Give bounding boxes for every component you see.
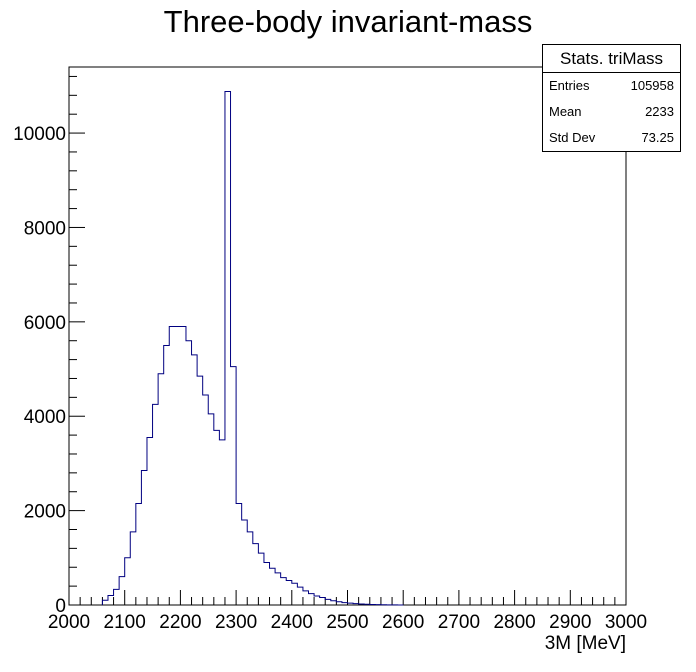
stats-stddev-row: Std Dev 73.25 xyxy=(543,125,680,151)
histogram-bin xyxy=(158,374,164,605)
histogram-bin xyxy=(320,597,326,605)
histogram-bin xyxy=(314,596,320,605)
stats-stddev-label: Std Dev xyxy=(549,130,596,145)
histogram-bin xyxy=(258,553,264,605)
histogram-bins xyxy=(102,92,403,605)
x-axis-ticks xyxy=(68,590,627,605)
stats-entries-value: 105958 xyxy=(630,78,674,93)
y-axis-ticks xyxy=(69,75,85,606)
histogram-bin xyxy=(125,558,131,605)
histogram-bin xyxy=(214,430,220,605)
histogram-series-line xyxy=(101,91,404,606)
x-tick-label: 2400 xyxy=(271,612,313,633)
histogram-bin xyxy=(364,604,370,605)
histogram-bin xyxy=(247,532,253,605)
histogram-bin xyxy=(331,601,337,605)
x-tick-label: 2800 xyxy=(493,612,535,633)
stats-title: Stats. triMass xyxy=(543,45,680,73)
histogram-bin xyxy=(264,563,270,605)
x-tick-label: 2500 xyxy=(326,612,368,633)
stats-mean-value: 2233 xyxy=(645,104,674,119)
x-tick-label: 2300 xyxy=(215,612,257,633)
y-tick-label: 8000 xyxy=(24,218,66,239)
x-tick-label: 2700 xyxy=(438,612,480,633)
stats-box: Stats. triMass Entries 105958 Mean 2233 … xyxy=(542,44,681,152)
histogram-bin xyxy=(336,602,342,605)
y-tick-label: 2000 xyxy=(24,502,66,523)
x-tick-label: 2900 xyxy=(549,612,591,633)
histogram-bin xyxy=(108,596,114,605)
x-tick-label: 2100 xyxy=(104,612,146,633)
histogram-bin xyxy=(136,504,142,605)
x-tick-label: 2600 xyxy=(382,612,424,633)
histogram-bin xyxy=(275,573,281,605)
stats-stddev-value: 73.25 xyxy=(641,130,674,145)
histogram-bin xyxy=(164,345,170,605)
histogram-bin xyxy=(180,327,186,605)
histogram-bin xyxy=(147,437,153,605)
histogram-bin xyxy=(130,532,136,605)
histogram-bin xyxy=(297,587,303,605)
y-tick-label: 10000 xyxy=(13,124,66,145)
histogram-bin xyxy=(253,544,259,605)
histogram-bin xyxy=(208,414,214,605)
histogram-bin xyxy=(281,578,287,605)
histogram-bin xyxy=(286,580,292,605)
chart-title: Three-body invariant-mass xyxy=(164,4,533,39)
histogram-bin xyxy=(353,604,359,605)
y-tick-label: 0 xyxy=(55,596,66,617)
x-axis-label: 3M [MeV] xyxy=(545,633,626,654)
histogram-bin xyxy=(186,341,192,605)
histogram-bin xyxy=(141,471,147,606)
histogram-bin xyxy=(270,568,276,605)
histogram-bin xyxy=(242,520,248,605)
histogram-bin xyxy=(175,327,181,605)
stats-entries-label: Entries xyxy=(549,78,590,93)
histogram-bin xyxy=(119,577,125,605)
histogram-bin xyxy=(197,376,203,605)
histogram-bin xyxy=(325,599,331,605)
x-tick-label: 2200 xyxy=(159,612,201,633)
histogram-bin xyxy=(348,603,354,605)
y-axis-tick-labels: 0 2000 4000 6000 8000 10000 xyxy=(13,124,66,617)
histogram-bin xyxy=(342,603,348,605)
stats-mean-row: Mean 2233 xyxy=(543,99,680,125)
histogram-bin xyxy=(192,355,198,605)
histogram-bin xyxy=(169,327,175,605)
histogram-bin xyxy=(236,504,242,605)
histogram-bin xyxy=(203,395,209,605)
histogram-bin xyxy=(231,367,237,605)
histogram-bin xyxy=(309,594,315,605)
histogram-bin xyxy=(219,440,225,605)
y-tick-label: 4000 xyxy=(24,407,66,428)
stats-entries-row: Entries 105958 xyxy=(543,73,680,99)
histogram-bin xyxy=(225,92,231,605)
histogram-bin xyxy=(303,591,309,605)
histogram-bin xyxy=(359,604,365,605)
histogram-bin xyxy=(292,583,298,605)
x-tick-label: 2000 xyxy=(48,612,90,633)
x-axis-tick-labels: 2000 2100 2200 2300 2400 2500 2600 2700 2800 2900… xyxy=(48,612,647,633)
histogram-bin xyxy=(153,404,159,605)
stats-mean-label: Mean xyxy=(549,104,582,119)
x-tick-label: 3000 xyxy=(605,612,647,633)
histogram-bin xyxy=(102,600,108,605)
histogram-bin xyxy=(114,589,120,605)
y-tick-label: 6000 xyxy=(24,313,66,334)
